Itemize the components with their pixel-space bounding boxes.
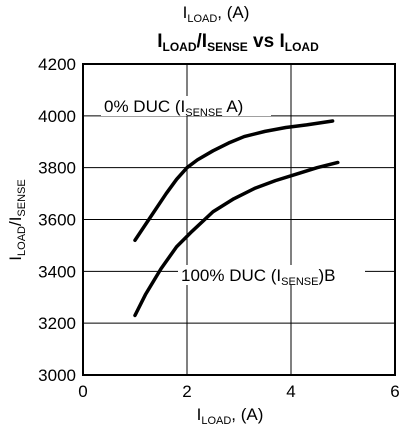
annotation-bg-0 bbox=[101, 96, 271, 116]
series-line-1 bbox=[133, 160, 340, 318]
y-tick-label-4: 3800 bbox=[38, 159, 76, 178]
y-ticks: 3000 3200 3400 3600 3800 4000 4200 bbox=[38, 55, 76, 385]
y-axis-label: ILOAD/ISENSE bbox=[6, 179, 28, 260]
x-tick-label-1: 2 bbox=[182, 382, 191, 401]
annotation-1: 100% DUC (ISENSE)B bbox=[181, 266, 335, 288]
y-tick-label-0: 3000 bbox=[38, 366, 76, 385]
y-tick-label-3: 3600 bbox=[38, 211, 76, 230]
annotation-bg-1 bbox=[178, 265, 365, 285]
y-tick-label-6: 4200 bbox=[38, 55, 76, 74]
chart-title: ILOAD/ISENSE vs ILOAD bbox=[157, 31, 319, 54]
y-tick-label-2: 3400 bbox=[38, 262, 76, 281]
top-label: ILOAD, (A) bbox=[183, 3, 250, 25]
plot-frame bbox=[82, 63, 396, 376]
series-line-0 bbox=[133, 119, 335, 242]
y-tick-label-1: 3200 bbox=[38, 314, 76, 333]
y-tick-label-5: 4000 bbox=[38, 107, 76, 126]
annotations: 0% DUC (ISENSE A) 100% DUC (ISENSE)B bbox=[101, 96, 365, 288]
x-ticks: 0 2 4 6 bbox=[78, 382, 399, 401]
x-tick-label-2: 4 bbox=[286, 382, 295, 401]
series-group bbox=[133, 119, 340, 318]
x-tick-label-0: 0 bbox=[78, 382, 87, 401]
x-axis-label: ILOAD, (A) bbox=[197, 405, 264, 427]
annotation-0: 0% DUC (ISENSE A) bbox=[104, 97, 243, 119]
x-tick-label-3: 6 bbox=[390, 382, 399, 401]
